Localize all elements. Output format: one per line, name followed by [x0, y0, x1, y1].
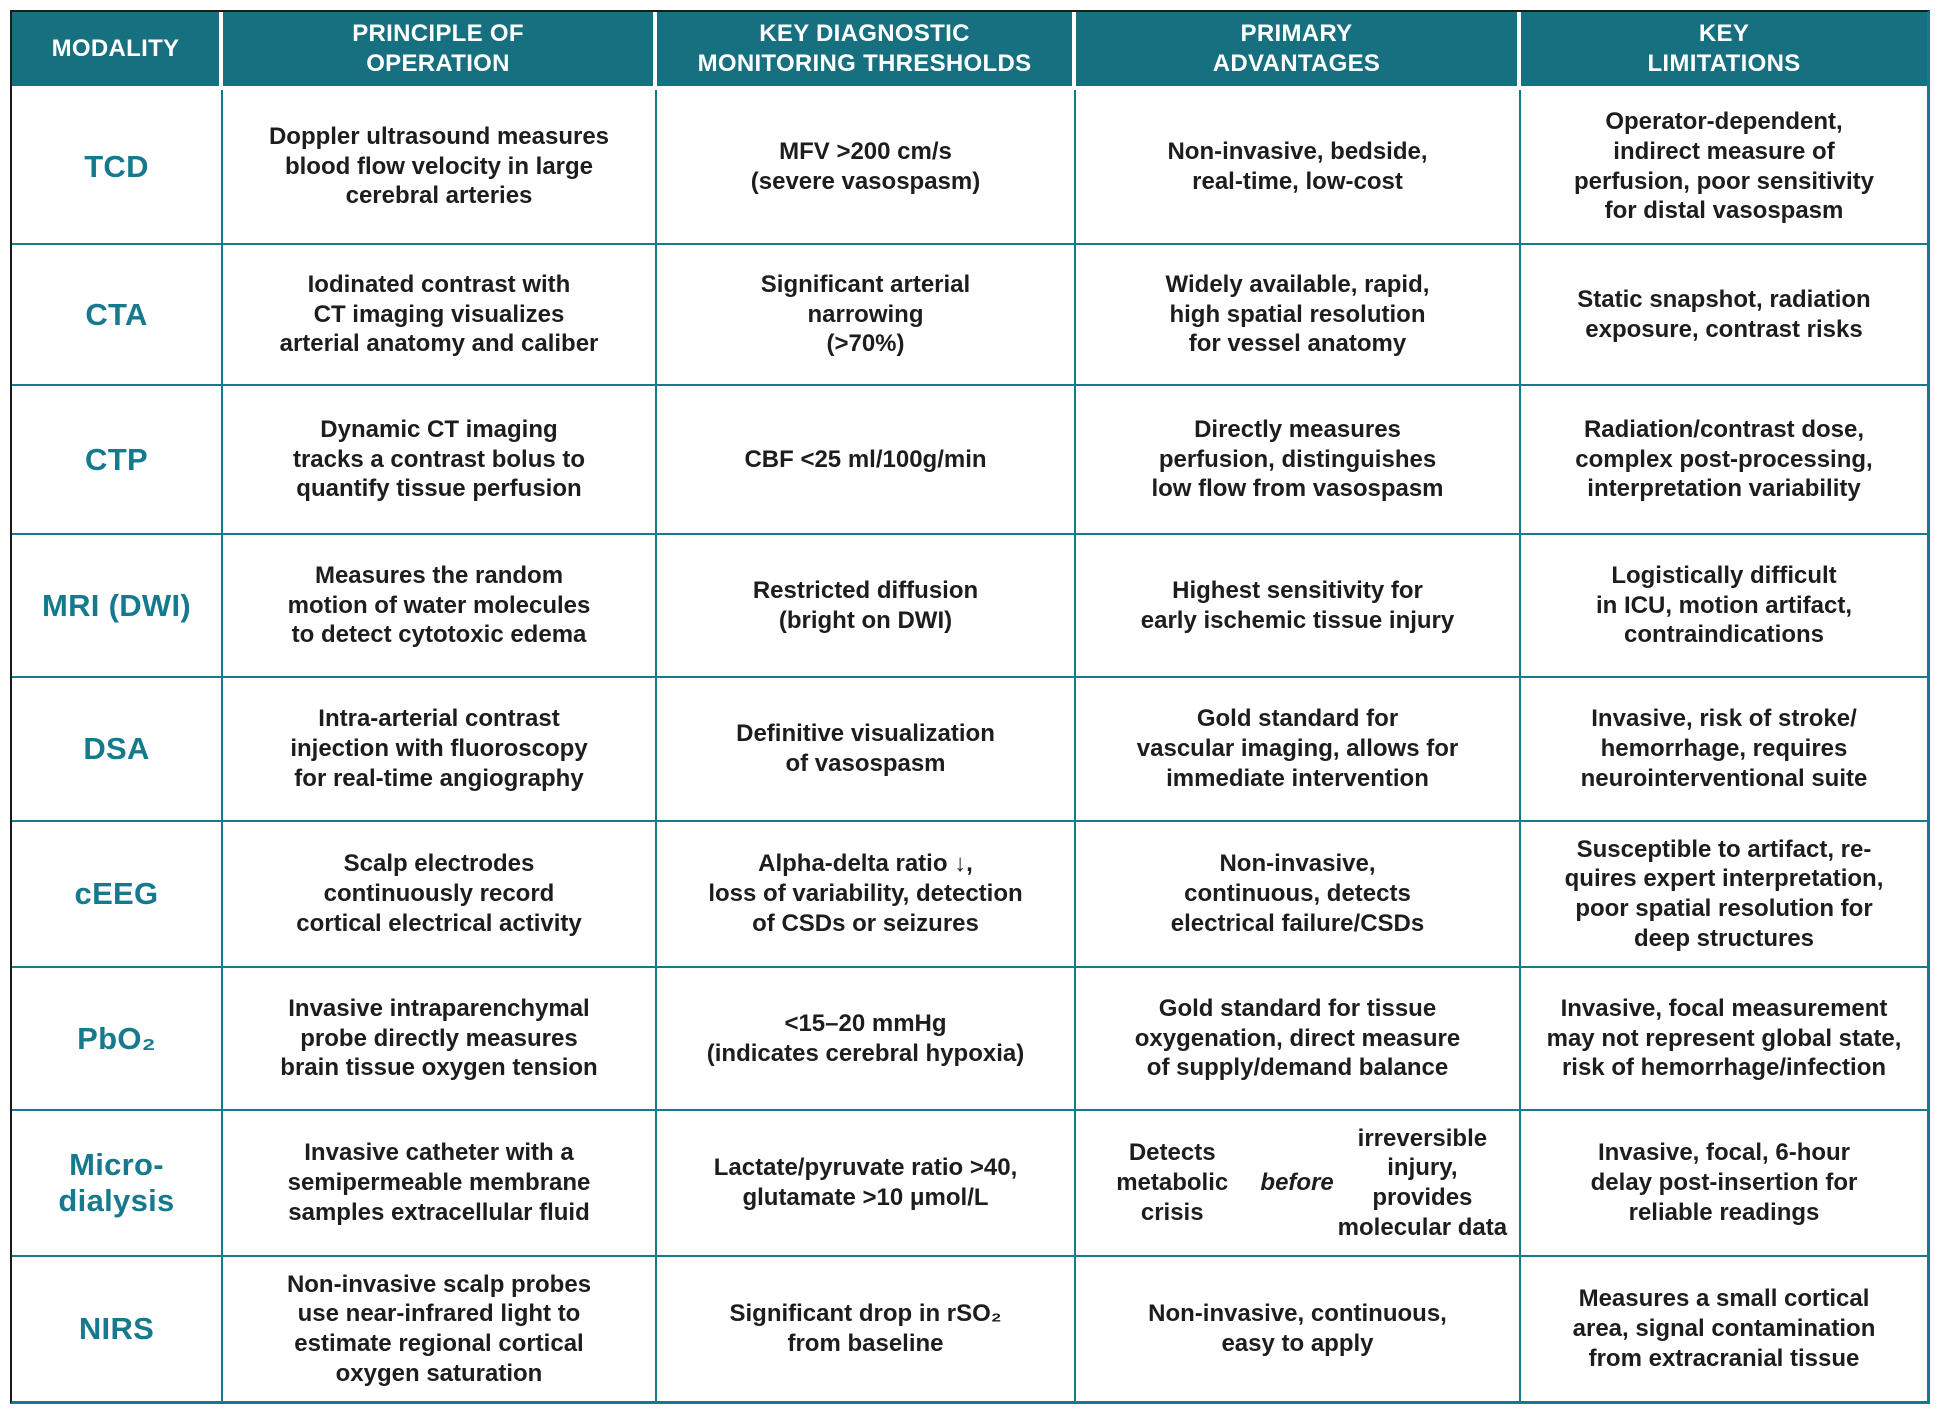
cell-pbo2-limitations: Invasive, focal measurement may not repr… [1521, 968, 1927, 1111]
cell-nirs-limitations: Measures a small cortical area, signal c… [1521, 1257, 1927, 1401]
cell-pbo2-principle: Invasive intraparenchymal probe directly… [223, 968, 657, 1111]
cell-microdialysis-threshold: Lactate/pyruvate ratio >40, glutamate >1… [657, 1111, 1076, 1257]
modality-nirs: NIRS [12, 1257, 223, 1401]
cell-nirs-threshold: Significant drop in rSO₂ from baseline [657, 1257, 1076, 1401]
modality-pbo2: PbO₂ [12, 968, 223, 1111]
header-cell-limitations: KEY LIMITATIONS [1521, 12, 1927, 90]
header-cell-thresholds: KEY DIAGNOSTIC MONITORING THRESHOLDS [657, 12, 1076, 90]
cell-dsa-advantages: Gold standard for vascular imaging, allo… [1076, 678, 1521, 822]
modality-ceeg: cEEG [12, 822, 223, 968]
cell-tcd-limitations: Operator-dependent, indirect measure of … [1521, 90, 1927, 245]
cell-ctp-threshold: CBF <25 ml/100g/min [657, 386, 1076, 535]
cell-cta-principle: Iodinated contrast with CT imaging visua… [223, 245, 657, 386]
cell-mri-advantages: Highest sensitivity for early ischemic t… [1076, 535, 1521, 678]
cell-cta-advantages: Widely available, rapid, high spatial re… [1076, 245, 1521, 386]
modality-ctp: CTP [12, 386, 223, 535]
header-cell-modality: MODALITY [12, 12, 223, 90]
comparison-table: MODALITY PRINCIPLE OF OPERATION KEY DIAG… [10, 10, 1930, 1404]
cell-microdialysis-limitations: Invasive, focal, 6-hour delay post-inser… [1521, 1111, 1927, 1257]
cell-cta-limitations: Static snapshot, radiation exposure, con… [1521, 245, 1927, 386]
modality-dsa: DSA [12, 678, 223, 822]
cell-cta-threshold: Significant arterial narrowing (>70%) [657, 245, 1076, 386]
cell-ceeg-threshold: Alpha-delta ratio ↓, loss of variability… [657, 822, 1076, 968]
cell-tcd-principle: Doppler ultrasound measures blood flow v… [223, 90, 657, 245]
cell-ceeg-advantages: Non-invasive, continuous, detects electr… [1076, 822, 1521, 968]
modality-cta: CTA [12, 245, 223, 386]
cell-mri-principle: Measures the random motion of water mole… [223, 535, 657, 678]
cell-pbo2-advantages: Gold standard for tissue oxygenation, di… [1076, 968, 1521, 1111]
header-cell-advantages: PRIMARY ADVANTAGES [1076, 12, 1521, 90]
cell-tcd-threshold: MFV >200 cm/s (severe vasospasm) [657, 90, 1076, 245]
cell-ceeg-limitations: Susceptible to artifact, re- quires expe… [1521, 822, 1927, 968]
cell-ctp-advantages: Directly measures perfusion, distinguish… [1076, 386, 1521, 535]
modality-mri-dwi: MRI (DWI) [12, 535, 223, 678]
cell-mri-limitations: Logistically difficult in ICU, motion ar… [1521, 535, 1927, 678]
cell-ctp-principle: Dynamic CT imaging tracks a contrast bol… [223, 386, 657, 535]
cell-dsa-principle: Intra-arterial contrast injection with f… [223, 678, 657, 822]
modality-tcd: TCD [12, 90, 223, 245]
cell-ctp-limitations: Radiation/contrast dose, complex post-pr… [1521, 386, 1927, 535]
header-cell-principle: PRINCIPLE OF OPERATION [223, 12, 657, 90]
cell-microdialysis-advantages: Detects metabolic crisis before irrevers… [1076, 1111, 1521, 1257]
cell-nirs-principle: Non-invasive scalp probes use near-infra… [223, 1257, 657, 1401]
modality-microdialysis: Micro- dialysis [12, 1111, 223, 1257]
cell-mri-threshold: Restricted diffusion (bright on DWI) [657, 535, 1076, 678]
cell-ceeg-principle: Scalp electrodes continuously record cor… [223, 822, 657, 968]
cell-nirs-advantages: Non-invasive, continuous, easy to apply [1076, 1257, 1521, 1401]
cell-pbo2-threshold: <15–20 mmHg (indicates cerebral hypoxia) [657, 968, 1076, 1111]
cell-dsa-limitations: Invasive, risk of stroke/ hemorrhage, re… [1521, 678, 1927, 822]
cell-dsa-threshold: Definitive visualization of vasospasm [657, 678, 1076, 822]
cell-microdialysis-principle: Invasive catheter with a semipermeable m… [223, 1111, 657, 1257]
cell-tcd-advantages: Non-invasive, bedside, real-time, low-co… [1076, 90, 1521, 245]
